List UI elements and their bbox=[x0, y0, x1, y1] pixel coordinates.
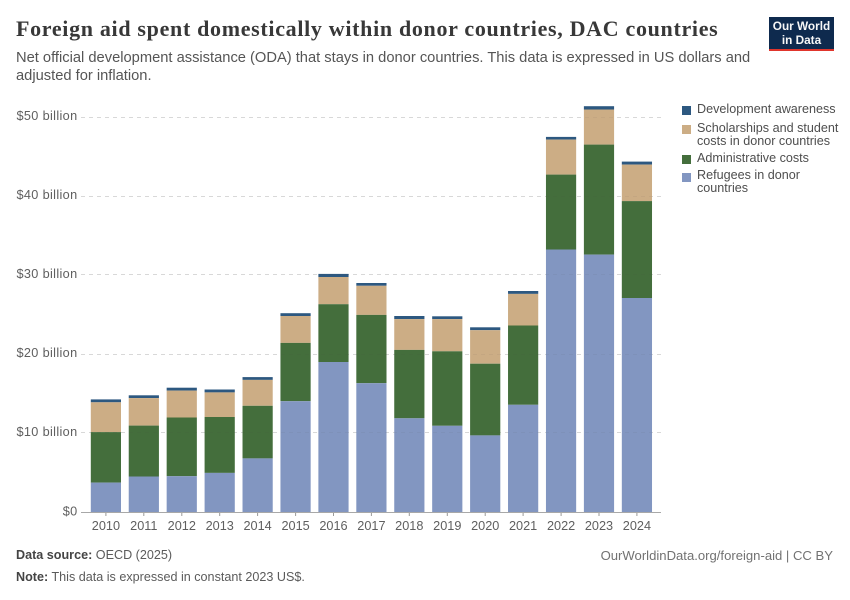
svg-text:2012: 2012 bbox=[168, 519, 196, 533]
svg-text:2016: 2016 bbox=[319, 519, 347, 533]
svg-text:2010: 2010 bbox=[92, 519, 120, 533]
svg-text:2018: 2018 bbox=[395, 519, 423, 533]
svg-text:$30 billion: $30 billion bbox=[17, 267, 78, 281]
svg-text:$50 billion: $50 billion bbox=[17, 109, 78, 123]
svg-text:$40 billion: $40 billion bbox=[17, 188, 78, 202]
svg-text:2014: 2014 bbox=[243, 519, 271, 533]
svg-text:2011: 2011 bbox=[130, 519, 157, 533]
svg-text:$20 billion: $20 billion bbox=[17, 346, 78, 360]
svg-text:2013: 2013 bbox=[206, 519, 234, 533]
svg-text:2024: 2024 bbox=[623, 519, 651, 533]
svg-text:$10 billion: $10 billion bbox=[17, 425, 78, 439]
svg-text:$0: $0 bbox=[63, 504, 78, 518]
svg-text:2019: 2019 bbox=[433, 519, 461, 533]
svg-text:2023: 2023 bbox=[585, 519, 613, 533]
svg-text:2017: 2017 bbox=[357, 519, 385, 533]
svg-text:2020: 2020 bbox=[471, 519, 499, 533]
svg-text:2021: 2021 bbox=[509, 519, 537, 533]
svg-text:2022: 2022 bbox=[547, 519, 575, 533]
svg-text:2015: 2015 bbox=[281, 519, 309, 533]
